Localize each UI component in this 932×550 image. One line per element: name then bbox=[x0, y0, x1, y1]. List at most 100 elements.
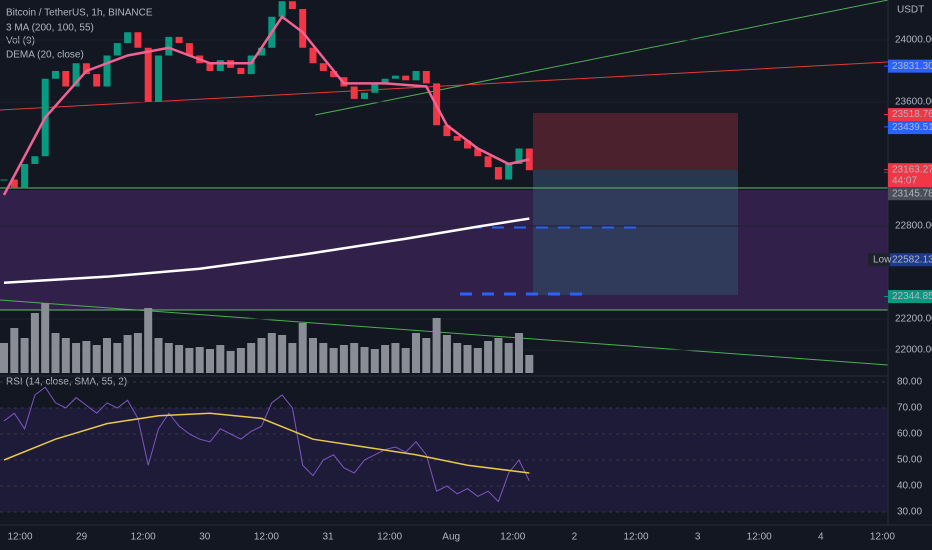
volume-bar bbox=[350, 343, 359, 373]
candle bbox=[165, 36, 173, 56]
price-label-box bbox=[888, 253, 932, 267]
volume-bar bbox=[92, 345, 101, 373]
volume-bar bbox=[123, 335, 132, 373]
candle bbox=[82, 63, 90, 75]
indicator: 3 MA (200, 100, 55) bbox=[6, 23, 94, 34]
time-label: 12:00 bbox=[747, 532, 772, 543]
dema bbox=[2, 14, 530, 196]
price-tick: 22800.00 bbox=[895, 221, 932, 232]
volume-bar bbox=[432, 318, 441, 373]
candle bbox=[309, 47, 317, 64]
volume-bar bbox=[494, 338, 503, 373]
candle bbox=[10, 179, 18, 188]
volume-bar bbox=[453, 343, 462, 373]
candle bbox=[453, 136, 461, 141]
candle bbox=[412, 71, 420, 81]
symbol: Bitcoin / TetherUS, 1h, BINANCE bbox=[6, 8, 153, 19]
volume-bar bbox=[0, 343, 8, 373]
price-label: 23518.76 bbox=[892, 109, 932, 120]
indicator: Vol (9) bbox=[6, 36, 35, 47]
volume-bar bbox=[175, 345, 184, 373]
rsi-legend: RSI (14, close, SMA, 55, 2) bbox=[6, 377, 127, 388]
candle bbox=[330, 71, 338, 78]
volume-bar bbox=[133, 333, 142, 373]
candle bbox=[134, 32, 142, 48]
time-label: 12:00 bbox=[254, 532, 279, 543]
price-label-box bbox=[888, 121, 932, 135]
candle bbox=[206, 63, 214, 71]
volume-bar bbox=[442, 335, 451, 373]
candle bbox=[381, 78, 389, 84]
candle bbox=[113, 43, 121, 56]
time-label: 12:00 bbox=[870, 532, 895, 543]
rsi-line bbox=[3, 386, 530, 503]
candle bbox=[350, 86, 358, 99]
zone bbox=[0, 190, 888, 310]
volume-bar bbox=[216, 345, 225, 373]
volume-bar bbox=[30, 313, 39, 373]
volume-bar bbox=[257, 338, 266, 373]
candle bbox=[0, 179, 8, 181]
candle bbox=[464, 140, 471, 149]
candle bbox=[494, 167, 502, 180]
rsi-tick: 80.00 bbox=[897, 377, 922, 388]
price-tick: 22000.00 bbox=[895, 345, 932, 356]
volume-bar bbox=[370, 349, 379, 373]
volume-bar bbox=[144, 308, 153, 373]
volume-bar bbox=[360, 347, 369, 373]
price-label-box bbox=[888, 108, 932, 122]
time-label: Aug bbox=[442, 532, 460, 543]
ma200 bbox=[3, 217, 530, 284]
candle bbox=[103, 55, 111, 87]
volume-bar bbox=[329, 348, 338, 373]
time-label: 12:00 bbox=[131, 532, 156, 543]
candle bbox=[93, 74, 101, 87]
volume-bar bbox=[247, 343, 256, 373]
volume-bar bbox=[381, 345, 390, 373]
volume-bar bbox=[10, 328, 19, 373]
candle bbox=[443, 125, 451, 137]
time-label: 12:00 bbox=[500, 532, 525, 543]
candle bbox=[319, 63, 327, 71]
price-label: 23163.27 bbox=[892, 164, 932, 175]
candle bbox=[278, 1, 286, 17]
volume-bar bbox=[61, 338, 70, 373]
time-label: 31 bbox=[322, 532, 334, 543]
rsi-tick: 60.00 bbox=[897, 429, 922, 440]
volume-bar bbox=[72, 343, 81, 373]
volume-bar bbox=[154, 338, 163, 373]
volume-bar bbox=[473, 348, 482, 373]
candle bbox=[62, 71, 70, 87]
volume-bar bbox=[412, 333, 420, 373]
price-label-box bbox=[888, 163, 932, 188]
candle bbox=[144, 47, 152, 102]
rsi-tick: 40.00 bbox=[897, 481, 922, 492]
volume-bar bbox=[206, 349, 214, 373]
volume-bar bbox=[422, 338, 431, 373]
trend-line bbox=[314, 0, 889, 116]
candle bbox=[155, 55, 162, 102]
candle bbox=[422, 71, 430, 84]
volume-bar bbox=[515, 333, 523, 373]
candle bbox=[515, 148, 523, 164]
price-label-box bbox=[888, 290, 932, 304]
volume-bar bbox=[309, 338, 317, 373]
volume-bar bbox=[226, 351, 235, 373]
rsi-tick: 30.00 bbox=[897, 507, 922, 518]
candle bbox=[124, 32, 132, 44]
candle bbox=[371, 83, 379, 93]
volume-bar bbox=[288, 343, 297, 373]
rsi-ma bbox=[3, 412, 530, 474]
time-label: 12:00 bbox=[377, 532, 402, 543]
candle bbox=[175, 36, 183, 44]
volume-bar bbox=[41, 303, 50, 373]
candle bbox=[474, 148, 482, 157]
volume-bar bbox=[195, 347, 204, 373]
candle bbox=[484, 156, 492, 168]
candle bbox=[72, 63, 80, 87]
time-label: 12:00 bbox=[7, 532, 32, 543]
candle bbox=[31, 156, 39, 164]
countdown: 44:07 bbox=[892, 175, 917, 186]
time-label: 3 bbox=[695, 532, 701, 543]
